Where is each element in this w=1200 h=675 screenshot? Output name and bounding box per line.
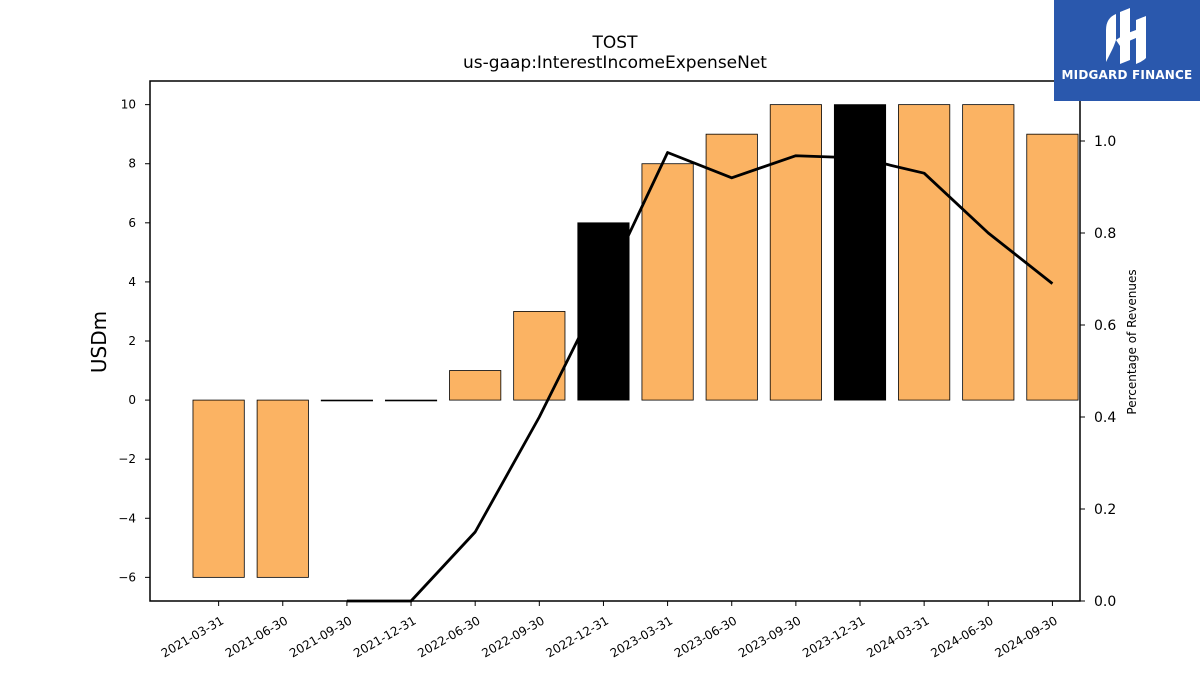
bar-2023-09-30 bbox=[769, 104, 822, 401]
x-tick-label: 2024-09-30 bbox=[993, 613, 1060, 660]
y-tick-label: −6 bbox=[118, 570, 136, 584]
y2-axis-label: Percentage of Revenues bbox=[1125, 269, 1139, 414]
y-tick-label: −4 bbox=[118, 511, 136, 525]
x-tick-label: 2021-03-31 bbox=[159, 613, 226, 660]
y2-tick-label: 0.4 bbox=[1094, 410, 1116, 426]
x-tick-label: 2024-03-31 bbox=[864, 613, 931, 660]
plot-area: −6 −4 −2 0 2 4 6 8 10 0.0 0.2 0.4 0.6 0.8 1.0 2021-03-3… bbox=[118, 80, 1116, 660]
midgard-finance-logo: MIDGARD FINANCE bbox=[1054, 0, 1200, 101]
y-tick-label: 0 bbox=[128, 393, 136, 407]
logo-text: MIDGARD FINANCE bbox=[1061, 68, 1193, 82]
y2-tick-label: 0.6 bbox=[1094, 318, 1116, 334]
y-tick-label: 2 bbox=[128, 334, 136, 348]
x-tick-label: 2021-06-30 bbox=[223, 613, 290, 660]
y2-tick-label: 0.8 bbox=[1094, 226, 1116, 242]
chart-title: TOST bbox=[592, 33, 639, 53]
y2-tick-label: 1.0 bbox=[1094, 134, 1116, 150]
x-tick-label: 2023-03-31 bbox=[608, 613, 675, 660]
y-tick-label: 10 bbox=[121, 98, 136, 112]
bar-2022-06-30 bbox=[449, 370, 502, 401]
bar-2024-06-30 bbox=[962, 104, 1015, 401]
x-tick-label: 2023-06-30 bbox=[672, 613, 739, 660]
bar-2021-03-31 bbox=[192, 399, 245, 578]
bar-2022-09-30 bbox=[513, 311, 566, 401]
revenue-percentage-line bbox=[346, 151, 1054, 603]
x-tick-label: 2022-12-31 bbox=[544, 613, 611, 660]
y-tick-label: 8 bbox=[128, 157, 136, 171]
bar-2023-03-31 bbox=[641, 163, 694, 401]
bar-2024-03-31 bbox=[898, 104, 951, 401]
bar-2021-06-30 bbox=[256, 399, 309, 578]
x-tick-label: 2021-09-30 bbox=[287, 613, 354, 660]
x-tick-label: 2022-09-30 bbox=[479, 613, 546, 660]
bar-2023-06-30 bbox=[705, 133, 758, 401]
y2-tick-label: 0.2 bbox=[1094, 502, 1116, 518]
y-axis-label: USDm bbox=[87, 311, 111, 373]
x-tick-label: 2023-12-31 bbox=[800, 613, 867, 660]
x-tick-label: 2023-09-30 bbox=[736, 613, 803, 660]
logo-mark-icon bbox=[1106, 8, 1146, 64]
x-tick-label: 2024-06-30 bbox=[928, 613, 995, 660]
y-tick-label: −2 bbox=[118, 452, 136, 466]
x-tick-label: 2022-06-30 bbox=[415, 613, 482, 660]
bar-2021-09-30 bbox=[320, 399, 373, 402]
bar-2021-12-31 bbox=[384, 399, 438, 402]
chart-subtitle: us-gaap:InterestIncomeExpenseNet bbox=[463, 53, 767, 73]
y-tick-label: 4 bbox=[128, 275, 136, 289]
x-tick-label: 2021-12-31 bbox=[351, 613, 418, 660]
bar-2024-09-30 bbox=[1026, 133, 1079, 401]
y-tick-label: 6 bbox=[128, 216, 136, 230]
y2-tick-label: 0.0 bbox=[1094, 594, 1116, 610]
bar-2023-12-31 bbox=[833, 104, 887, 401]
